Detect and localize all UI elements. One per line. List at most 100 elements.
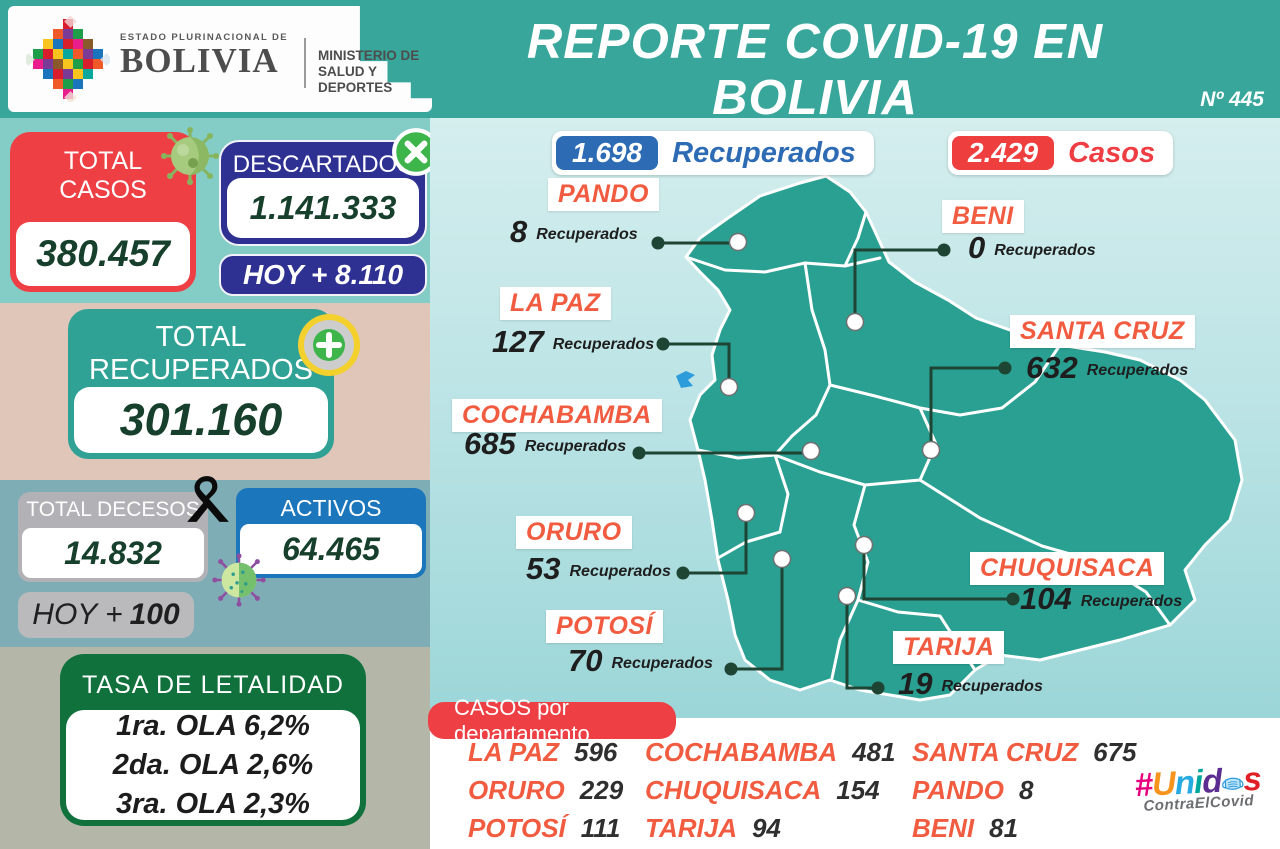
map-label-chuquisaca: CHUQUISACA: [970, 552, 1165, 585]
cases-la-paz-value: 596: [574, 737, 618, 767]
cases-row: TARIJA 94: [645, 813, 895, 844]
decesos-today-value: 100: [129, 598, 180, 631]
plus-circle-icon: [298, 314, 360, 376]
campaign-logo: #Unid s ContraElCovid: [1117, 760, 1279, 816]
recovered-total-label: Recuperados: [672, 136, 856, 169]
cases-row: PANDO 8: [912, 775, 1136, 806]
total-decesos-label: TOTAL DECESOS: [26, 498, 200, 521]
org-tagline: ESTADO PLURINACIONAL DE: [120, 32, 289, 43]
cases-chuquisaca-value: 154: [836, 775, 880, 805]
tasa-letalidad-title: TASA DE LETALIDAD: [82, 671, 344, 699]
descartados-box: DESCARTADOS 1.141.333: [219, 140, 427, 246]
leader-lines: [639, 241, 1013, 690]
cases-row: COCHABAMBA 481: [645, 737, 895, 768]
cases-pando-name: PANDO: [912, 775, 1004, 805]
bolivia-country-shape: [684, 174, 1244, 702]
santa-cruz-recovered-unit: Recuperados: [1086, 362, 1189, 379]
virus-purple-icon: [212, 553, 266, 607]
map-count-oruro: 53 Recuperados: [526, 553, 671, 585]
descartados-label: DESCARTADOS: [232, 151, 414, 178]
potosi-recovered-value: 70: [568, 643, 603, 678]
cases-total-value: 2.429: [952, 136, 1055, 170]
cochabamba-recovered-value: 685: [464, 426, 516, 461]
total-recuperados-box: TOTAL RECUPERADOS 301.160: [68, 309, 334, 459]
total-recuperados-label-line1: TOTAL: [155, 321, 247, 353]
tarija-recovered-unit: Recuperados: [941, 678, 1043, 695]
map-label-pando: PANDO: [548, 178, 659, 211]
virus-icon: [161, 127, 219, 185]
total-recuperados-label: TOTAL RECUPERADOS: [68, 309, 334, 387]
map-label-cochabamba: COCHABAMBA: [452, 399, 662, 432]
map-count-potosi: 70 Recuperados: [568, 645, 713, 677]
report-number: Nº 445: [1200, 88, 1264, 111]
cases-total-label: Casos: [1068, 136, 1156, 169]
mourning-ribbon-icon: [187, 476, 229, 522]
cases-potosi-value: 111: [580, 813, 621, 843]
total-decesos-box: TOTAL DECESOS 14.832: [18, 492, 208, 582]
face-mask-icon: [1221, 777, 1244, 790]
map-label-la-paz: LA PAZ: [500, 287, 611, 320]
santa-cruz-recovered-value: 632: [1026, 350, 1078, 385]
cochabamba-recovered-unit: Recuperados: [524, 438, 627, 455]
total-casos-value: 380.457: [16, 222, 190, 286]
beni-recovered-value: 0: [968, 230, 986, 265]
map-count-chuquisaca: 104 Recuperados: [1020, 583, 1182, 615]
cases-chuquisaca-name: CHUQUISACA: [645, 775, 822, 805]
cases-row: SANTA CRUZ 675: [912, 737, 1136, 768]
total-casos-label-line2: CASOS: [59, 176, 147, 204]
cases-santa-cruz-value: 675: [1093, 737, 1137, 767]
map-count-beni: 0 Recuperados: [968, 232, 1096, 264]
decesos-today: HOY + 100: [18, 592, 194, 638]
map-count-cochabamba: 685 Recuperados: [464, 428, 626, 460]
department-map-dots: [719, 232, 941, 606]
ministry-line1: MINISTERIO DE: [318, 48, 420, 63]
cases-tarija-value: 94: [751, 813, 781, 843]
total-recuperados-label-line2: RECUPERADOS: [89, 354, 313, 386]
cases-pando-value: 8: [1018, 775, 1034, 805]
chuquisaca-recovered-value: 104: [1020, 581, 1072, 616]
page-title: REPORTE COVID-19 EN BOLIVIA: [526, 15, 1104, 125]
tasa-letalidad-values: 1ra. OLA 6,2% 2da. OLA 2,6% 3ra. OLA 2,3…: [66, 710, 360, 820]
bolivia-mosaic-logo-icon: [26, 16, 110, 102]
cases-cochabamba-value: 481: [852, 737, 896, 767]
cases-tarija-name: TARIJA: [645, 813, 737, 843]
cases-beni-name: BENI: [912, 813, 975, 843]
activos-value: 64.465: [240, 524, 422, 574]
cases-beni-value: 81: [989, 813, 1019, 843]
map-label-beni: BENI: [942, 200, 1024, 233]
lake-titicaca-icon: [676, 371, 695, 388]
brand-divider: [304, 38, 306, 88]
cases-la-paz-name: LA PAZ: [468, 737, 559, 767]
descartados-today: HOY + 8.110: [219, 254, 427, 296]
activos-label: ACTIVOS: [280, 495, 382, 521]
recovered-total-value: 1.698: [556, 136, 659, 170]
map-label-tarija: TARIJA: [893, 631, 1005, 664]
total-decesos-value: 14.832: [22, 528, 204, 578]
cases-row: POTOSÍ 111: [468, 813, 623, 844]
total-casos-label: TOTAL CASOS: [10, 132, 196, 205]
pando-recovered-value: 8: [510, 214, 528, 249]
la-paz-recovered-unit: Recuperados: [552, 336, 655, 353]
recovered-legend: 1.698 Recuperados: [552, 131, 874, 175]
org-name-block: ESTADO PLURINACIONAL DE BOLIVIA: [120, 32, 288, 79]
map-label-potosi: POTOSÍ: [546, 610, 664, 643]
tarija-recovered-value: 19: [898, 666, 933, 701]
cases-santa-cruz-name: SANTA CRUZ: [912, 737, 1079, 767]
cases-oruro-value: 229: [579, 775, 624, 805]
total-casos-label-line1: TOTAL: [63, 147, 143, 175]
oruro-recovered-value: 53: [526, 551, 561, 586]
beni-recovered-unit: Recuperados: [994, 242, 1096, 259]
pando-recovered-unit: Recuperados: [536, 226, 638, 243]
tasa-letalidad-box: TASA DE LETALIDAD 1ra. OLA 6,2% 2da. OLA…: [60, 654, 366, 826]
map-count-pando: 8 Recuperados: [510, 216, 638, 248]
map-count-santa-cruz: 632 Recuperados: [1026, 352, 1188, 384]
activos-box: ACTIVOS 64.465: [236, 488, 426, 578]
cases-table-column-3: SANTA CRUZ 675 PANDO 8 BENI 81: [912, 737, 1136, 844]
ministry-line2: SALUD Y DEPORTES: [318, 64, 393, 95]
map-count-tarija: 19 Recuperados: [898, 668, 1043, 700]
map-count-la-paz: 127 Recuperados: [492, 326, 654, 358]
cases-cochabamba-name: COCHABAMBA: [645, 737, 838, 767]
letalidad-row-3: 3ra. OLA 2,3%: [116, 787, 310, 820]
leader-end-dots: [632, 236, 1020, 695]
letalidad-row-1: 1ra. OLA 6,2%: [116, 709, 310, 742]
